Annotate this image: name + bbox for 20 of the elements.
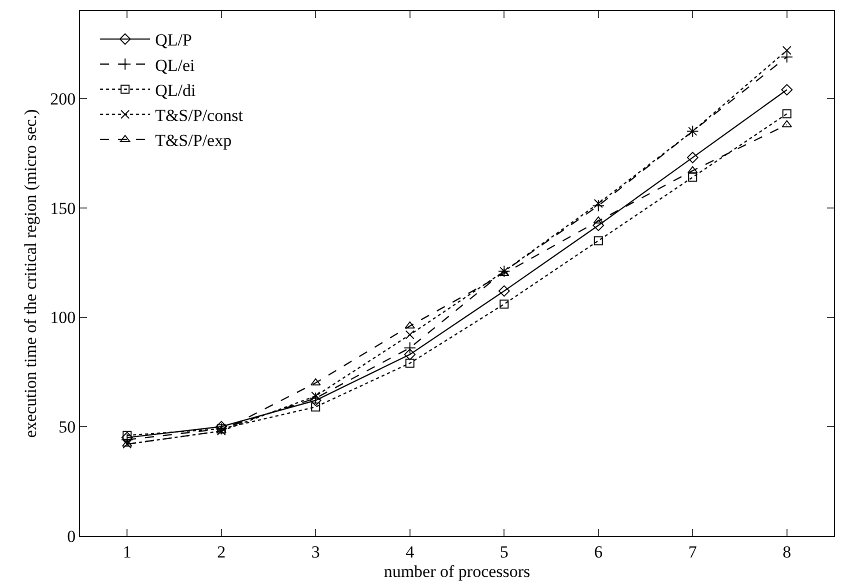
x-tick-label: 6 xyxy=(594,542,603,562)
y-tick-label: 100 xyxy=(50,308,76,328)
y-tick-label: 50 xyxy=(58,418,76,437)
legend-label: QL/ei xyxy=(155,56,196,75)
x-tick-label: 7 xyxy=(688,542,698,562)
x-axis-title: number of processors xyxy=(384,562,530,581)
x-tick-label: 3 xyxy=(311,542,320,562)
legend-label: QL/P xyxy=(155,30,192,50)
y-axis-title: execution time of the critical region (micro sec.) xyxy=(21,109,40,438)
x-tick-label: 2 xyxy=(217,542,226,562)
legend-label: T&S/P/exp xyxy=(155,131,232,150)
legend-label: T&S/P/const xyxy=(155,106,244,125)
y-tick-label: 150 xyxy=(50,198,76,218)
x-tick-label: 4 xyxy=(406,542,415,562)
y-tick-label: 0 xyxy=(67,526,76,546)
x-tick-label: 5 xyxy=(500,542,508,562)
x-tick-label: 8 xyxy=(782,542,792,562)
x-tick-label: 1 xyxy=(122,542,132,562)
legend-label: QL/di xyxy=(155,80,196,100)
y-tick-label: 200 xyxy=(50,89,76,108)
